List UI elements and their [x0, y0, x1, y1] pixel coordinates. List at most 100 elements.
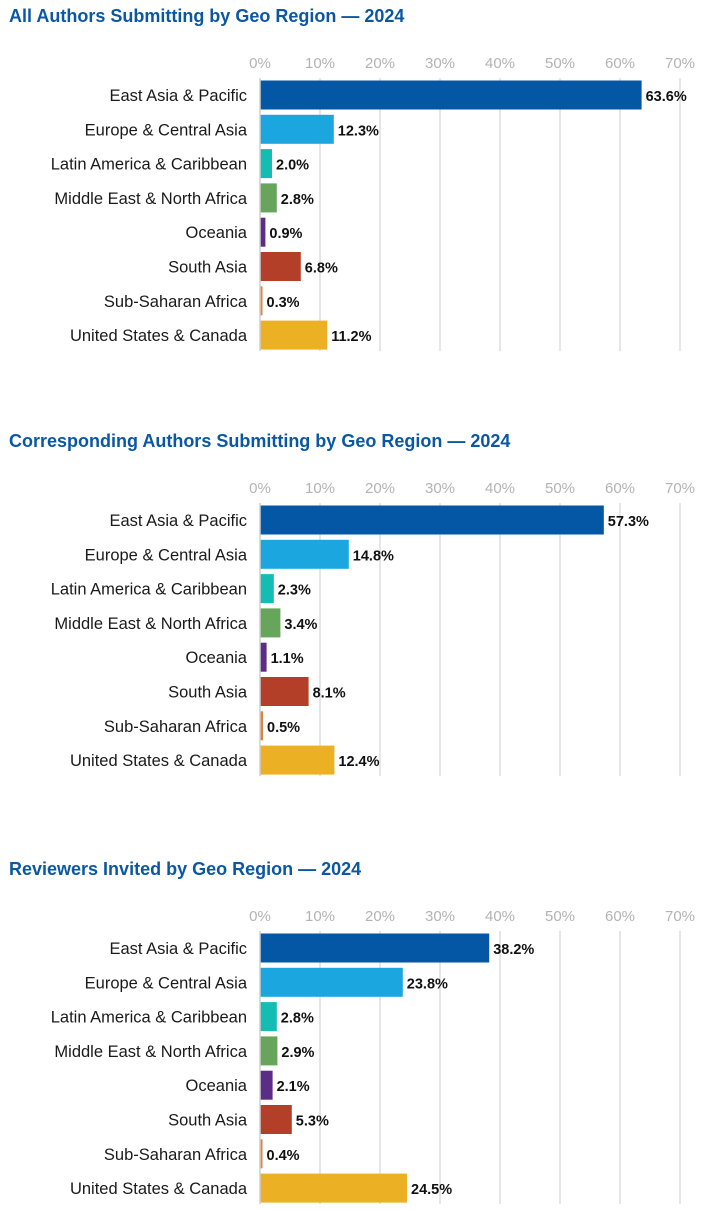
data-label: 8.1%	[313, 686, 346, 702]
bar	[260, 745, 335, 775]
bar	[260, 642, 267, 672]
data-label: 6.8%	[305, 261, 338, 277]
data-label: 0.4%	[267, 1148, 300, 1164]
bar	[260, 252, 301, 281]
bar	[260, 80, 642, 110]
bar	[260, 574, 274, 604]
x-tick-label: 60%	[605, 480, 635, 497]
bar	[260, 1139, 263, 1169]
chart-corresponding-authors: 0% 10% 20% 30% 40% 50% 60% 70% East Asia & Pacif…	[51, 480, 695, 776]
bar	[260, 711, 263, 741]
chart-title: Reviewers Invited by Geo Region — 2024	[9, 859, 362, 879]
category-label: United States & Canada	[70, 752, 248, 770]
bar	[260, 967, 403, 997]
data-label: 0.9%	[269, 226, 302, 242]
bar	[260, 1173, 407, 1203]
x-tick-label: 70%	[665, 55, 695, 72]
category-label: Latin America & Caribbean	[51, 1009, 247, 1027]
bar	[260, 933, 490, 963]
data-label: 38.2%	[493, 942, 534, 958]
data-label: 3.4%	[284, 617, 317, 633]
data-label: 14.8%	[353, 548, 394, 564]
category-label: East Asia & Pacific	[109, 87, 247, 105]
category-label: Europe & Central Asia	[85, 121, 248, 139]
x-tick-label: 10%	[305, 480, 335, 497]
bar	[260, 608, 281, 638]
data-label: 2.3%	[278, 583, 311, 599]
bar	[260, 149, 272, 179]
chart-panel-reviewers-invited: Reviewers Invited by Geo Region — 2024 0…	[0, 859, 723, 1210]
x-tick-label: 40%	[485, 908, 515, 925]
x-tick-label: 60%	[605, 55, 635, 72]
chart-panel-corresponding-authors: Corresponding Authors Submitting by Geo …	[0, 431, 723, 791]
data-label: 57.3%	[608, 514, 649, 530]
category-label: Sub-Saharan Africa	[104, 1146, 248, 1164]
data-label: 1.1%	[271, 651, 304, 667]
x-tick-label: 0%	[249, 480, 271, 497]
category-label: Latin America & Caribbean	[51, 156, 247, 174]
chart-panel-all-authors: All Authors Submitting by Geo Region — 2…	[0, 6, 723, 366]
data-label: 2.8%	[281, 192, 314, 208]
category-label: Europe & Central Asia	[85, 974, 248, 992]
bar	[260, 114, 334, 144]
data-label: 0.5%	[267, 720, 300, 736]
data-label: 5.3%	[296, 1114, 329, 1130]
x-tick-label: 40%	[485, 480, 515, 497]
category-label: Sub-Saharan Africa	[104, 718, 248, 736]
category-label: Middle East & North Africa	[54, 190, 247, 208]
category-label: Oceania	[186, 224, 248, 242]
x-tick-label: 50%	[545, 480, 575, 497]
data-label: 0.3%	[267, 295, 300, 311]
category-label: Oceania	[186, 1077, 248, 1095]
x-tick-label: 40%	[485, 55, 515, 72]
x-tick-label: 20%	[365, 55, 395, 72]
x-tick-label: 10%	[305, 55, 335, 72]
data-label: 2.9%	[281, 1045, 314, 1061]
category-label: Middle East & North Africa	[54, 1043, 247, 1061]
x-tick-label: 60%	[605, 908, 635, 925]
category-label: South Asia	[168, 684, 248, 702]
x-tick-label: 20%	[365, 480, 395, 497]
bar	[260, 1036, 278, 1066]
x-tick-label: 0%	[249, 908, 271, 925]
bar	[260, 677, 309, 706]
category-label: Oceania	[186, 649, 248, 667]
category-label: South Asia	[168, 259, 248, 277]
bar	[260, 183, 277, 213]
bar	[260, 505, 604, 535]
category-label: South Asia	[168, 1112, 248, 1130]
x-tick-label: 50%	[545, 55, 575, 72]
category-label: Europe & Central Asia	[85, 546, 248, 564]
chart-title: All Authors Submitting by Geo Region — 2…	[9, 6, 405, 26]
category-label: Sub-Saharan Africa	[104, 293, 248, 311]
category-label: East Asia & Pacific	[109, 512, 247, 530]
bar	[260, 539, 349, 569]
x-tick-label: 20%	[365, 908, 395, 925]
category-label: Middle East & North Africa	[54, 615, 247, 633]
category-label: East Asia & Pacific	[109, 940, 247, 958]
data-label: 12.3%	[338, 123, 379, 139]
data-label: 11.2%	[331, 329, 371, 345]
data-label: 2.1%	[277, 1079, 310, 1095]
category-label: United States & Canada	[70, 1180, 248, 1198]
x-tick-label: 50%	[545, 908, 575, 925]
bar	[260, 1002, 277, 1032]
x-tick-label: 70%	[665, 480, 695, 497]
bar	[260, 217, 266, 247]
bar	[260, 1105, 292, 1134]
x-tick-label: 30%	[425, 908, 455, 925]
chart-all-authors: 0% 10% 20% 30% 40% 50% 60% 70% East Asia & Pacif…	[51, 55, 695, 351]
category-label: United States & Canada	[70, 327, 248, 345]
x-tick-label: 30%	[425, 480, 455, 497]
category-label: Latin America & Caribbean	[51, 581, 247, 599]
x-tick-label: 0%	[249, 55, 271, 72]
x-tick-label: 70%	[665, 908, 695, 925]
data-label: 2.0%	[276, 158, 309, 174]
x-tick-label: 30%	[425, 55, 455, 72]
chart-reviewers-invited: 0% 10% 20% 30% 40% 50% 60% 70% East Asia & Pacif…	[51, 908, 695, 1204]
chart-title: Corresponding Authors Submitting by Geo …	[9, 431, 511, 451]
data-label: 24.5%	[411, 1182, 452, 1198]
data-label: 12.4%	[338, 754, 379, 770]
bar	[260, 286, 263, 316]
data-label: 23.8%	[407, 976, 448, 992]
